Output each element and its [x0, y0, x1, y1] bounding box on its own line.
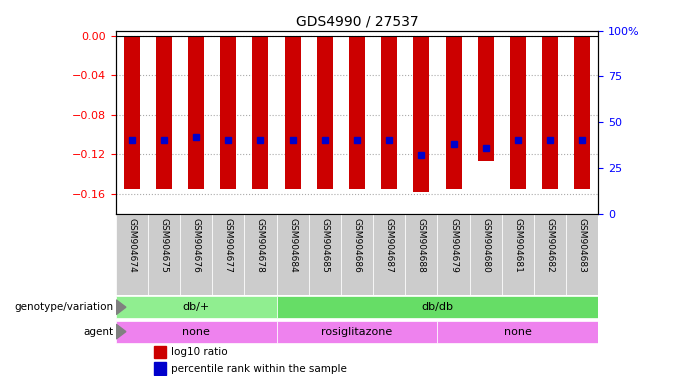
Bar	[284, 36, 301, 189]
Bar	[116, 214, 148, 295]
Bar	[470, 214, 502, 295]
Title: GDS4990 / 27537: GDS4990 / 27537	[296, 14, 418, 28]
Bar	[373, 214, 405, 295]
Text: GSM904687: GSM904687	[385, 218, 394, 273]
Bar	[154, 362, 167, 375]
Polygon shape	[116, 324, 126, 339]
Text: db/db: db/db	[422, 302, 454, 312]
Bar	[445, 36, 462, 189]
Polygon shape	[116, 300, 126, 314]
Bar	[277, 321, 437, 343]
Text: GSM904677: GSM904677	[224, 218, 233, 273]
Text: agent: agent	[84, 327, 114, 337]
Bar	[156, 36, 172, 189]
Bar	[309, 214, 341, 295]
Text: GSM904684: GSM904684	[288, 218, 297, 273]
Text: GSM904675: GSM904675	[159, 218, 169, 273]
Text: GSM904676: GSM904676	[192, 218, 201, 273]
Bar	[413, 36, 429, 192]
Text: none: none	[504, 327, 532, 337]
Bar	[154, 346, 167, 358]
Text: GSM904686: GSM904686	[352, 218, 362, 273]
Bar	[180, 214, 212, 295]
Bar	[317, 36, 333, 189]
Bar	[116, 296, 277, 318]
Bar	[542, 36, 558, 189]
Bar	[212, 214, 244, 295]
Bar	[574, 36, 590, 189]
Text: GSM904685: GSM904685	[320, 218, 329, 273]
Bar	[341, 214, 373, 295]
Bar	[534, 214, 566, 295]
Bar	[566, 214, 598, 295]
Bar	[381, 36, 397, 189]
Bar	[502, 214, 534, 295]
Bar	[437, 321, 598, 343]
Bar	[244, 214, 277, 295]
Bar	[148, 214, 180, 295]
Text: GSM904680: GSM904680	[481, 218, 490, 273]
Bar	[277, 214, 309, 295]
Text: none: none	[182, 327, 210, 337]
Bar	[220, 36, 237, 189]
Text: GSM904682: GSM904682	[545, 218, 555, 273]
Text: db/+: db/+	[182, 302, 209, 312]
Text: genotype/variation: genotype/variation	[15, 302, 114, 312]
Bar	[124, 36, 139, 189]
Text: GSM904674: GSM904674	[127, 218, 136, 273]
Bar	[405, 214, 437, 295]
Text: GSM904683: GSM904683	[578, 218, 587, 273]
Text: GSM904681: GSM904681	[513, 218, 522, 273]
Bar	[510, 36, 526, 189]
Bar	[349, 36, 365, 189]
Text: GSM904678: GSM904678	[256, 218, 265, 273]
Bar	[477, 36, 494, 161]
Text: percentile rank within the sample: percentile rank within the sample	[171, 364, 347, 374]
Bar	[277, 296, 598, 318]
Bar	[188, 36, 204, 189]
Text: GSM904688: GSM904688	[417, 218, 426, 273]
Bar	[116, 321, 277, 343]
Text: log10 ratio: log10 ratio	[171, 347, 228, 357]
Bar	[437, 214, 470, 295]
Bar	[252, 36, 269, 189]
Text: GSM904679: GSM904679	[449, 218, 458, 273]
Text: rosiglitazone: rosiglitazone	[322, 327, 392, 337]
